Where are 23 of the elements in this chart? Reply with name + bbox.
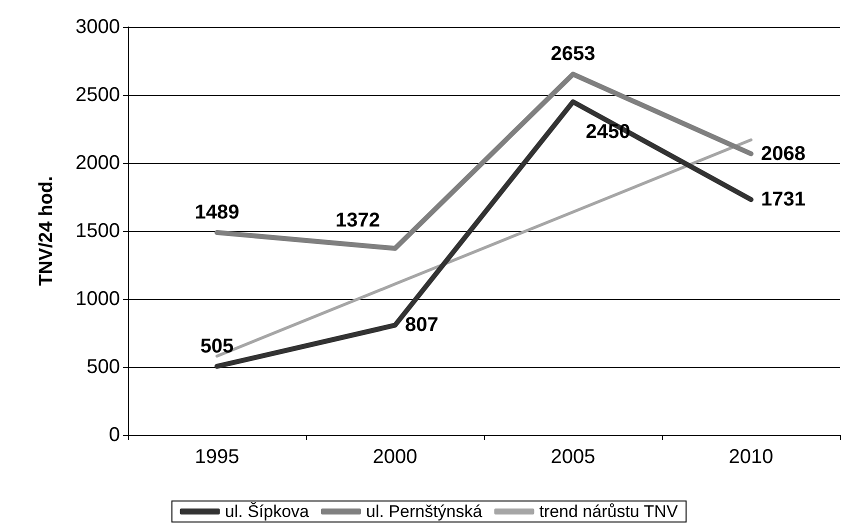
legend-label: ul. Pernštýnská xyxy=(366,502,483,521)
data-label: 807 xyxy=(405,314,438,336)
x-tick-label: 2005 xyxy=(550,446,596,468)
y-tick-label: 2500 xyxy=(76,84,120,106)
data-label: 2450 xyxy=(586,120,630,143)
y-tick-label: 0 xyxy=(108,424,120,446)
y-tick-label: 2000 xyxy=(76,152,120,174)
data-label: 1731 xyxy=(761,188,806,211)
legend-label: ul. Šípkova xyxy=(224,502,310,521)
x-tick-label: 1995 xyxy=(194,446,240,468)
y-tick-label: 1000 xyxy=(76,288,120,310)
data-label: 2653 xyxy=(550,43,596,66)
x-tick-label: 2010 xyxy=(728,446,774,468)
y-tick-label: 3000 xyxy=(76,16,120,38)
data-label: 1372 xyxy=(336,209,380,232)
legend-label: trend nárůstu TNV xyxy=(539,502,678,521)
data-label: 1489 xyxy=(194,201,240,224)
x-tick-label: 2000 xyxy=(372,446,418,468)
y-tick-label: 500 xyxy=(86,356,120,378)
y-tick-label: 1500 xyxy=(76,220,120,242)
data-label: 505 xyxy=(200,335,234,358)
data-label: 2068 xyxy=(761,142,806,165)
y-axis-title: TNV/24 hod. xyxy=(36,176,57,286)
